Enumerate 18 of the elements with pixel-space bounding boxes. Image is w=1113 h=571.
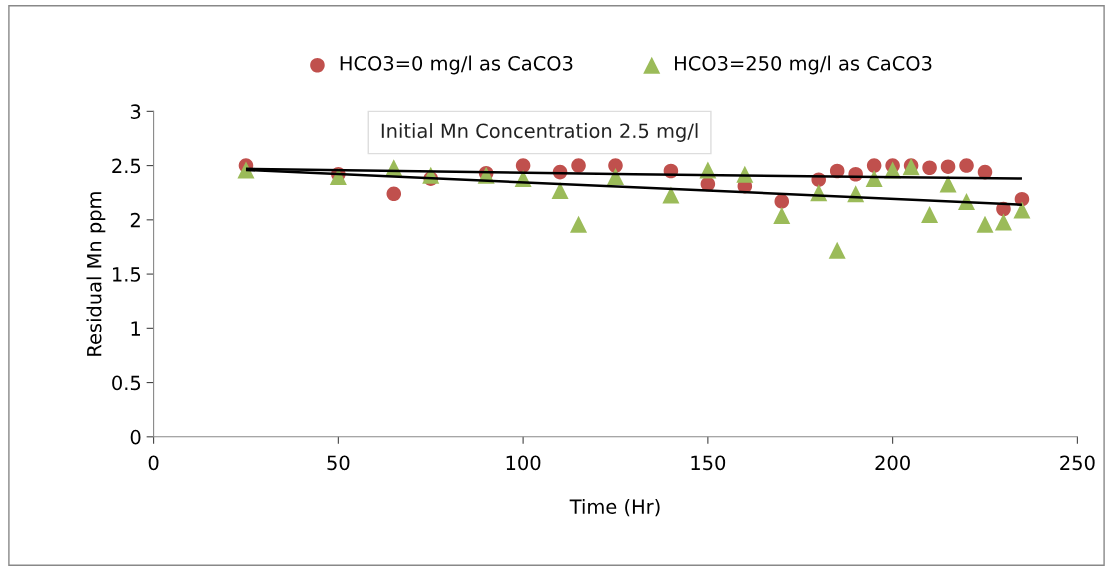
annotation: Initial Mn Concentration 2.5 mg/l (381, 123, 698, 142)
y-tick-label: 0.5 (112, 375, 141, 391)
x-tick-label: 100 (506, 455, 541, 471)
y-tick-label: 1 (131, 321, 140, 336)
x-axis-title: Time (Hr) (569, 498, 660, 517)
y-tick-label: 2.5 (112, 158, 141, 174)
x-tick-label: 50 (327, 455, 350, 471)
y-tick-label: 0 (130, 429, 141, 445)
x-tick-label: 0 (148, 455, 159, 471)
y-axis-title: Residual Mn ppm (86, 192, 106, 356)
x-tick-label: 250 (1060, 455, 1095, 471)
x-tick-label: 200 (875, 455, 910, 471)
y-tick-label: 1.5 (113, 267, 141, 282)
y-tick-label: 2 (130, 212, 140, 228)
legend-label: HCO3=250 mg/l as CaCO3 (675, 55, 932, 75)
y-tick-label: 3 (130, 104, 141, 120)
x-tick-label: 150 (691, 455, 726, 471)
legend-label: HCO3=0 mg/l as CaCO3 (340, 55, 573, 75)
